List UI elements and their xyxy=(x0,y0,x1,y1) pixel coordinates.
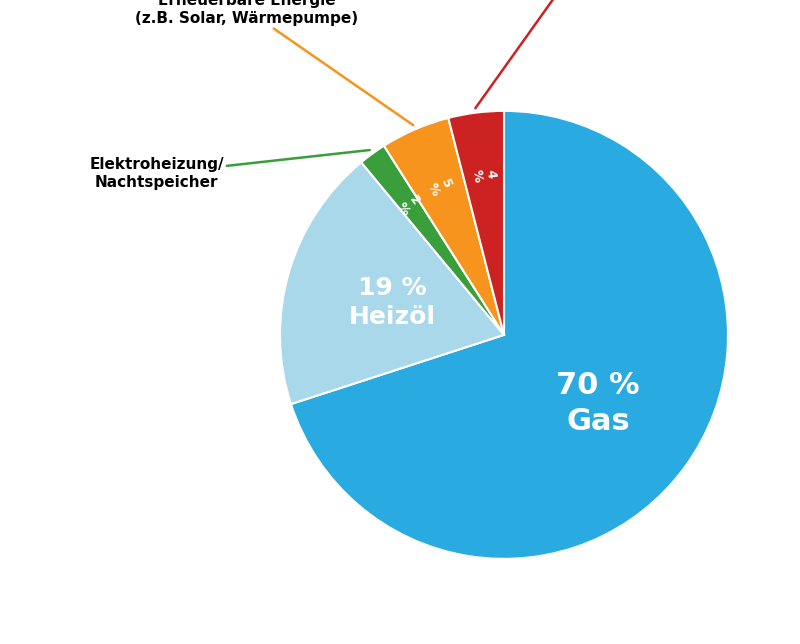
Wedge shape xyxy=(291,111,728,559)
Wedge shape xyxy=(448,111,504,335)
Text: 4
%: 4 % xyxy=(470,167,498,183)
Text: 19 %
Heizöl: 19 % Heizöl xyxy=(349,276,436,329)
Wedge shape xyxy=(280,162,504,404)
Text: 70 %
Gas: 70 % Gas xyxy=(557,371,640,436)
Text: Elektroheizung/
Nachtspeicher: Elektroheizung/ Nachtspeicher xyxy=(90,150,370,190)
Text: 2
%: 2 % xyxy=(394,191,424,218)
Wedge shape xyxy=(384,118,504,335)
Text: Andere (z.B. Pellets): Andere (z.B. Pellets) xyxy=(475,0,654,108)
Text: Erneuerbare Energie
(z.B. Solar, Wärmepumpe): Erneuerbare Energie (z.B. Solar, Wärmepu… xyxy=(135,0,414,125)
Wedge shape xyxy=(362,146,504,335)
Text: 5
%: 5 % xyxy=(425,176,455,198)
